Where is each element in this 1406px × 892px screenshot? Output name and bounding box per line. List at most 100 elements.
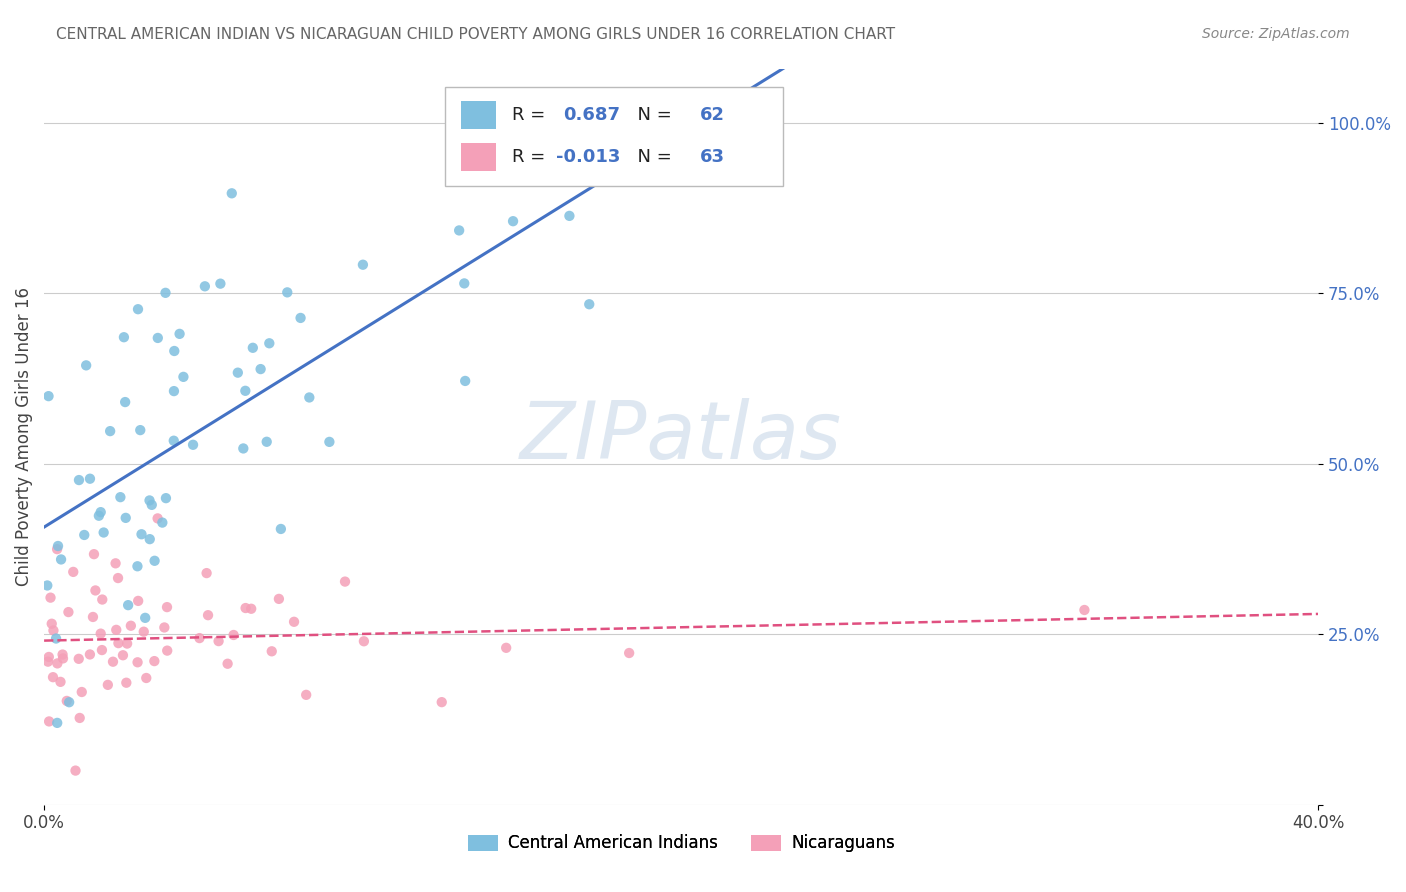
Point (117, 598, 139, 612)
Point (235, 601, 257, 615)
Point (93, 525, 115, 540)
Point (290, 310, 312, 325)
Point (41, 616, 63, 631)
Point (111, 648, 134, 663)
Point (91, 643, 114, 657)
Point (127, 559, 149, 574)
Point (353, 634, 375, 648)
Point (259, 336, 281, 351)
Point (195, 566, 218, 580)
Point (138, 493, 160, 508)
FancyBboxPatch shape (461, 143, 496, 171)
Point (37, 578, 59, 592)
Text: R =: R = (512, 106, 557, 124)
Point (256, 434, 278, 449)
Point (129, 423, 152, 437)
Point (115, 675, 138, 690)
Point (143, 554, 166, 568)
Point (207, 634, 229, 648)
Point (75, 359, 97, 373)
Point (49, 674, 72, 689)
Text: R =: R = (512, 148, 551, 166)
Point (298, 391, 321, 405)
Point (146, 511, 169, 525)
Text: CENTRAL AMERICAN INDIAN VS NICARAGUAN CHILD POVERTY AMONG GIRLS UNDER 16 CORRELA: CENTRAL AMERICAN INDIAN VS NICARAGUAN CH… (56, 27, 896, 42)
Point (155, 285, 177, 300)
Point (131, 527, 153, 541)
Point (209, 277, 232, 291)
Point (222, 628, 245, 642)
Point (156, 600, 179, 615)
Point (135, 671, 157, 685)
Point (155, 491, 177, 505)
Point (58, 695, 80, 709)
Point (172, 369, 194, 384)
Point (84, 583, 107, 598)
Text: 0.687: 0.687 (562, 106, 620, 124)
Point (39, 591, 62, 605)
Point (134, 611, 156, 625)
Point (267, 591, 290, 606)
Point (430, 695, 453, 709)
Text: Source: ZipAtlas.com: Source: ZipAtlas.com (1202, 27, 1350, 41)
Point (150, 516, 173, 530)
Point (55, 694, 77, 708)
Point (70, 685, 93, 699)
Point (38, 389, 60, 403)
Point (65, 764, 87, 778)
Point (97, 678, 120, 692)
Point (104, 557, 127, 571)
Point (197, 608, 219, 623)
Point (46, 542, 69, 557)
Point (139, 532, 162, 546)
Point (114, 511, 136, 525)
Point (270, 522, 292, 536)
Point (181, 438, 204, 452)
Point (226, 366, 249, 380)
Point (42, 624, 65, 638)
Point (318, 434, 340, 449)
Text: ZIPatlas: ZIPatlas (520, 398, 842, 475)
Point (45, 632, 67, 646)
Point (120, 619, 142, 633)
Point (82, 610, 104, 624)
Point (105, 623, 128, 637)
Point (1073, 603, 1095, 617)
Point (62, 565, 84, 579)
Point (283, 615, 305, 629)
Point (221, 186, 243, 201)
Point (38, 714, 60, 729)
Point (114, 395, 136, 409)
Point (453, 277, 475, 291)
Point (110, 490, 132, 504)
Point (42, 670, 65, 684)
Point (454, 374, 477, 388)
Point (46, 657, 69, 671)
Point (37, 655, 59, 669)
Point (58, 605, 80, 619)
Point (112, 330, 135, 344)
Point (194, 279, 217, 293)
Point (163, 343, 186, 358)
Text: 62: 62 (700, 106, 725, 124)
Point (115, 636, 138, 650)
Point (69, 711, 91, 725)
Point (333, 574, 356, 589)
Point (67, 473, 90, 487)
FancyBboxPatch shape (446, 87, 783, 186)
Legend: Central American Indians, Nicaraguans: Central American Indians, Nicaraguans (461, 828, 901, 859)
Point (276, 285, 298, 300)
Point (91, 592, 114, 607)
Point (90, 626, 112, 640)
Text: N =: N = (627, 148, 678, 166)
Point (127, 302, 149, 317)
Point (249, 362, 271, 376)
Point (141, 498, 163, 512)
Point (146, 331, 169, 345)
Point (132, 624, 155, 639)
Point (143, 654, 166, 668)
Point (127, 594, 149, 608)
Point (578, 297, 600, 311)
Point (260, 644, 283, 658)
Point (107, 636, 129, 650)
